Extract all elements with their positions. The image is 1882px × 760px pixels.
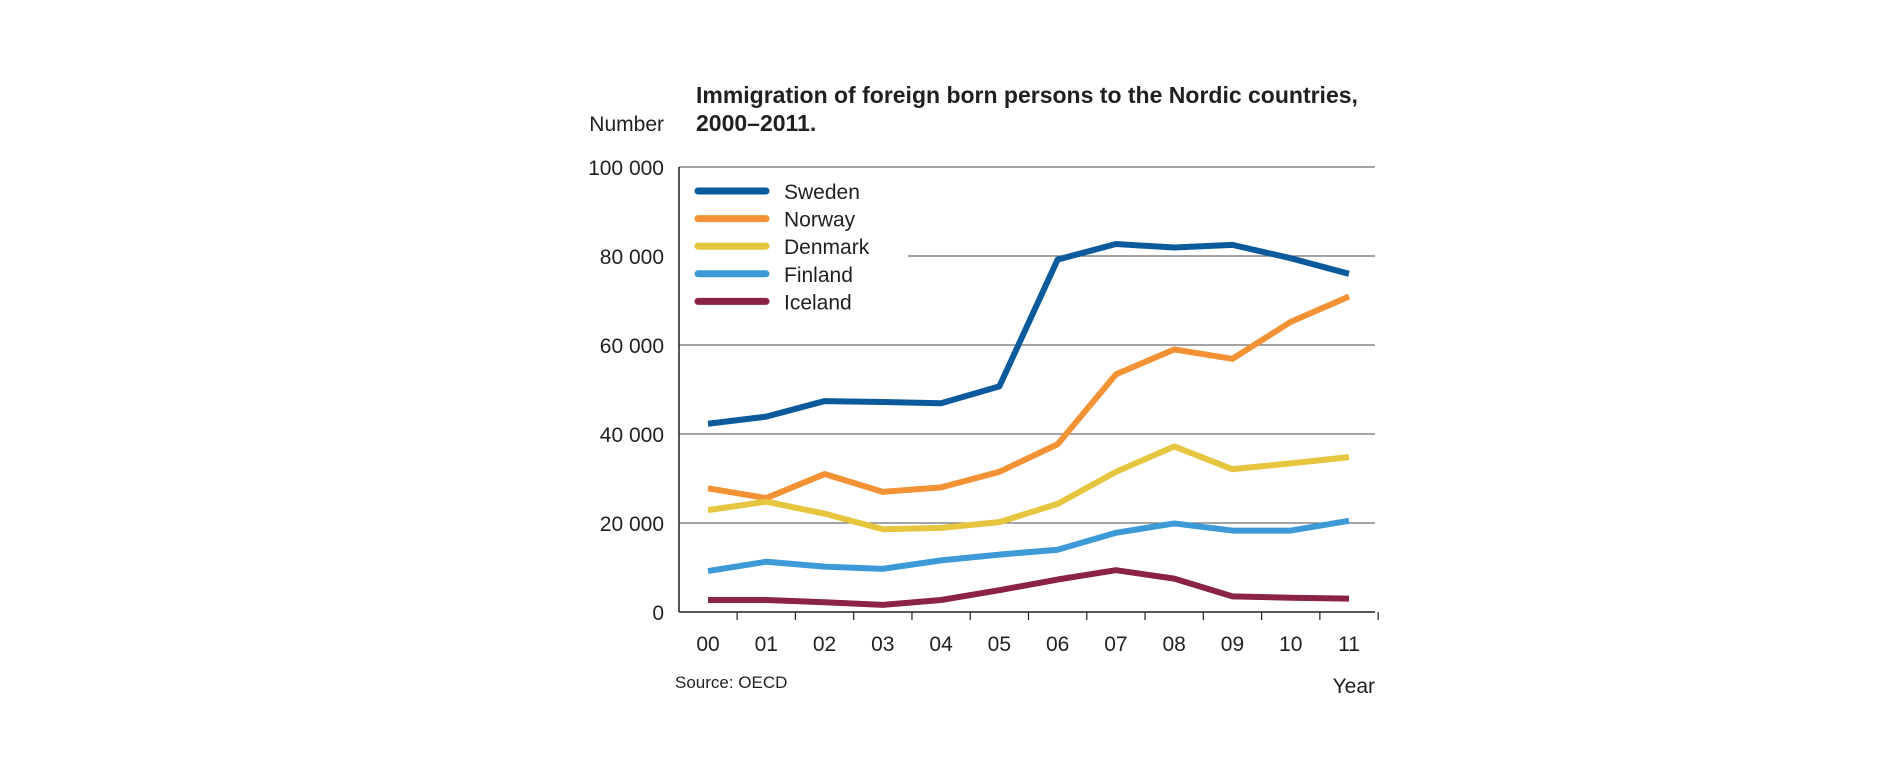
y-axis-label: Number xyxy=(589,113,664,136)
x-tick-label: 03 xyxy=(871,633,894,656)
x-tick-label: 10 xyxy=(1279,633,1302,656)
series-line-denmark xyxy=(707,443,1350,533)
x-tick-label: 09 xyxy=(1221,633,1244,656)
legend-label: Sweden xyxy=(784,181,860,204)
chart-title-line2: 2000–2011. xyxy=(696,110,816,136)
series-line-iceland xyxy=(708,567,1350,608)
x-tick-label: 04 xyxy=(929,633,953,656)
chart-title-line1: Immigration of foreign born persons to t… xyxy=(696,82,1358,108)
series-line-sweden xyxy=(707,240,1350,427)
y-tick-label: 20 000 xyxy=(600,513,664,536)
legend-label: Finland xyxy=(784,264,853,287)
x-tick-label: 00 xyxy=(696,633,719,656)
x-axis-label: Year xyxy=(1333,675,1375,698)
x-tick-label: 07 xyxy=(1104,633,1127,656)
x-tick-label: 01 xyxy=(755,633,778,656)
legend-label: Denmark xyxy=(784,236,870,259)
y-tick-label: 80 000 xyxy=(600,246,664,269)
x-tick-label: 02 xyxy=(813,633,836,656)
x-tick-label: 11 xyxy=(1338,633,1360,656)
y-tick-label: 100 000 xyxy=(588,157,664,180)
x-tick-label: 06 xyxy=(1046,633,1069,656)
series-line-finland xyxy=(707,517,1350,575)
legend-label: Iceland xyxy=(784,291,852,314)
x-tick-label: 05 xyxy=(988,633,1011,656)
source-note: Source: OECD xyxy=(675,673,787,692)
y-tick-label: 60 000 xyxy=(600,335,664,358)
legend-label: Norway xyxy=(784,209,856,232)
y-tick-label: 40 000 xyxy=(600,424,664,447)
series-line-norway xyxy=(707,293,1351,502)
y-tick-label: 0 xyxy=(652,602,664,625)
x-tick-label: 08 xyxy=(1163,633,1186,656)
